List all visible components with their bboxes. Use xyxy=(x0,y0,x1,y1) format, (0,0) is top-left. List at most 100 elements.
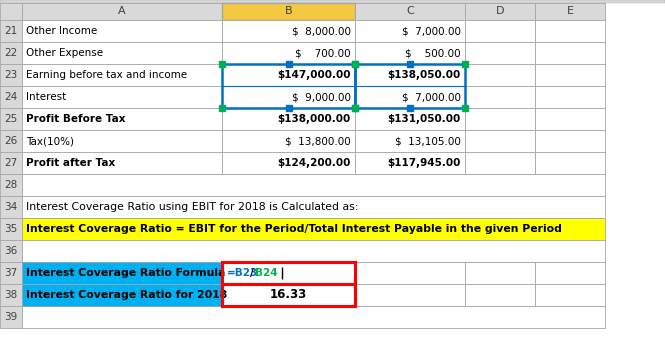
Bar xyxy=(0,0,665,3)
Bar xyxy=(22,218,605,240)
Bar xyxy=(535,42,605,64)
Bar xyxy=(535,20,605,42)
Text: $    700.00: $ 700.00 xyxy=(295,48,351,58)
Bar xyxy=(222,86,355,108)
Bar xyxy=(535,262,605,284)
Bar xyxy=(465,130,535,152)
Bar xyxy=(355,64,465,86)
Text: /: / xyxy=(250,268,254,278)
Bar xyxy=(22,130,222,152)
Bar xyxy=(0,240,22,262)
Bar xyxy=(535,152,605,174)
Bar xyxy=(0,284,22,306)
Bar xyxy=(535,64,605,86)
Bar xyxy=(355,86,465,108)
Bar xyxy=(222,3,355,20)
Bar xyxy=(22,174,605,196)
Text: $    500.00: $ 500.00 xyxy=(406,48,461,58)
Text: Interest Coverage Ratio using EBIT for 2018 is Calculated as:: Interest Coverage Ratio using EBIT for 2… xyxy=(26,202,358,212)
Text: 35: 35 xyxy=(5,224,18,234)
Text: 34: 34 xyxy=(5,202,18,212)
Bar xyxy=(355,42,465,64)
Bar xyxy=(222,130,355,152)
Text: 38: 38 xyxy=(5,290,18,300)
Text: 25: 25 xyxy=(5,114,18,124)
Text: 39: 39 xyxy=(5,312,18,322)
Bar xyxy=(222,64,355,108)
Text: Interest Coverage Ratio = EBIT for the Period/Total Interest Payable in the give: Interest Coverage Ratio = EBIT for the P… xyxy=(26,224,562,234)
Bar xyxy=(0,130,22,152)
Bar xyxy=(355,20,465,42)
Text: $  8,000.00: $ 8,000.00 xyxy=(292,26,351,36)
Bar xyxy=(355,3,465,20)
Text: $  9,000.00: $ 9,000.00 xyxy=(292,92,351,102)
Bar xyxy=(222,262,355,284)
Bar xyxy=(465,86,535,108)
Bar xyxy=(535,284,605,306)
Bar xyxy=(22,262,222,284)
Bar xyxy=(465,284,535,306)
Bar xyxy=(0,64,22,86)
Text: $  7,000.00: $ 7,000.00 xyxy=(402,92,461,102)
Text: $131,050.00: $131,050.00 xyxy=(388,114,461,124)
Bar xyxy=(0,152,22,174)
Bar xyxy=(535,130,605,152)
Text: 36: 36 xyxy=(5,246,18,256)
Bar xyxy=(0,42,22,64)
Text: Tax(10%): Tax(10%) xyxy=(26,136,74,146)
Text: 23: 23 xyxy=(5,70,18,80)
Text: $138,050.00: $138,050.00 xyxy=(388,70,461,80)
Bar xyxy=(222,20,355,42)
Bar xyxy=(355,152,465,174)
Bar xyxy=(222,284,355,306)
Bar xyxy=(535,108,605,130)
Text: $124,200.00: $124,200.00 xyxy=(277,158,351,168)
Text: 26: 26 xyxy=(5,136,18,146)
Text: =B23: =B23 xyxy=(227,268,258,278)
Text: $117,945.00: $117,945.00 xyxy=(388,158,461,168)
Bar xyxy=(465,42,535,64)
Text: Earning before tax and income: Earning before tax and income xyxy=(26,70,187,80)
Text: 16.33: 16.33 xyxy=(270,289,307,302)
Text: $  13,800.00: $ 13,800.00 xyxy=(285,136,351,146)
Bar xyxy=(465,262,535,284)
Text: Interest Coverage Ratio Formula: Interest Coverage Ratio Formula xyxy=(26,268,225,278)
Text: B: B xyxy=(285,7,293,16)
Bar xyxy=(22,284,222,306)
Bar xyxy=(22,152,222,174)
Bar xyxy=(222,108,355,130)
Bar xyxy=(222,262,355,284)
Bar xyxy=(0,196,22,218)
Text: $  7,000.00: $ 7,000.00 xyxy=(402,26,461,36)
Bar xyxy=(22,306,605,328)
Text: $  13,105.00: $ 13,105.00 xyxy=(395,136,461,146)
Bar xyxy=(465,64,535,86)
Bar xyxy=(0,86,22,108)
Bar xyxy=(355,284,465,306)
Text: A: A xyxy=(118,7,126,16)
Text: 27: 27 xyxy=(5,158,18,168)
Bar xyxy=(465,20,535,42)
Text: Interest Coverage Ratio for 2018: Interest Coverage Ratio for 2018 xyxy=(26,290,227,300)
Bar xyxy=(535,3,605,20)
Bar xyxy=(465,3,535,20)
Bar xyxy=(22,240,605,262)
Bar xyxy=(222,42,355,64)
Text: E: E xyxy=(567,7,573,16)
Text: $147,000.00: $147,000.00 xyxy=(277,70,351,80)
Text: 24: 24 xyxy=(5,92,18,102)
Bar xyxy=(0,3,22,20)
Text: 28: 28 xyxy=(5,180,18,190)
Bar xyxy=(222,284,355,306)
Bar xyxy=(355,262,465,284)
Text: B24: B24 xyxy=(255,268,277,278)
Bar xyxy=(355,130,465,152)
Text: Profit after Tax: Profit after Tax xyxy=(26,158,115,168)
Bar xyxy=(22,3,222,20)
Text: 22: 22 xyxy=(5,48,18,58)
Text: 37: 37 xyxy=(5,268,18,278)
Bar xyxy=(535,86,605,108)
Text: Interest: Interest xyxy=(26,92,66,102)
Bar xyxy=(465,152,535,174)
Bar xyxy=(355,108,465,130)
